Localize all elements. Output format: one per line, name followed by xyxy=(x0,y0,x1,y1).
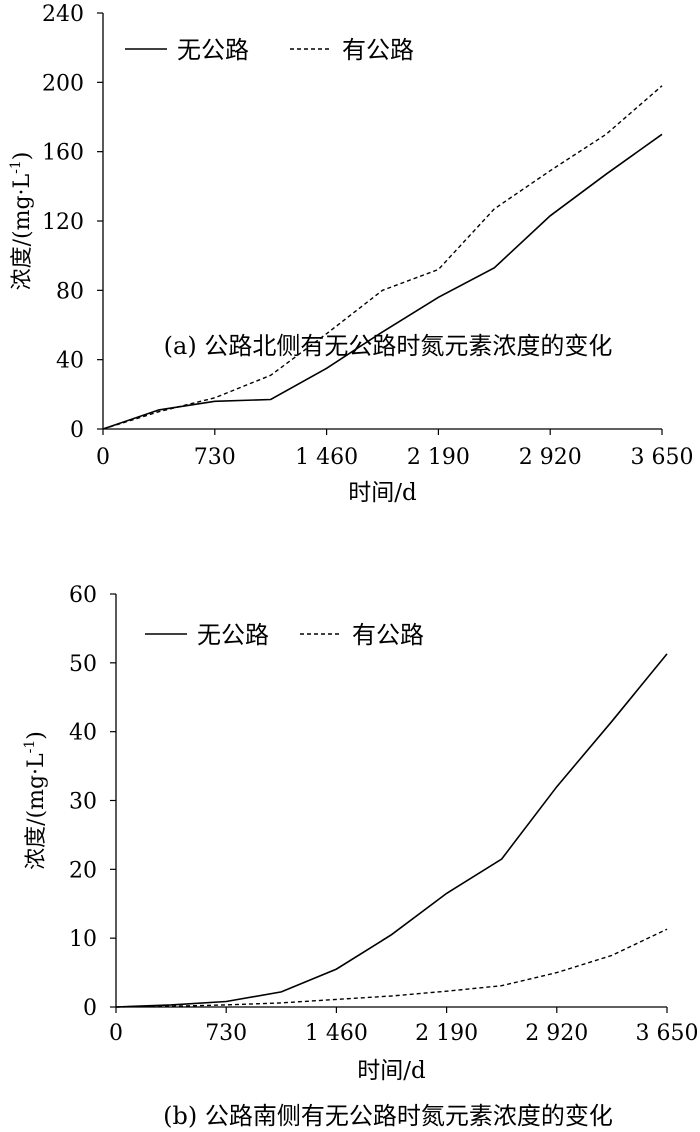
y-axis-title-text: 浓度/(mg·L xyxy=(10,173,35,290)
y-tick-label: 40 xyxy=(56,349,84,374)
y-axis-title-text: 浓度/(mg·L xyxy=(24,753,49,870)
y-axis-title: 浓度/(mg·L-1) xyxy=(22,731,49,870)
x-tick-label: 730 xyxy=(205,1021,247,1046)
x-tick-label: 3 650 xyxy=(631,445,694,470)
x-tick-label: 3 650 xyxy=(636,1021,699,1046)
y-tick-label: 20 xyxy=(69,858,97,883)
y-tick-label: 40 xyxy=(69,721,97,746)
legend-label: 有公路 xyxy=(342,36,414,64)
figure-caption: (a) 公路北侧有无公路时氮元素浓度的变化 xyxy=(164,332,613,360)
x-tick-label: 1 460 xyxy=(295,445,358,470)
series-line-no-road xyxy=(102,133,663,430)
y-tick-label: 160 xyxy=(42,141,84,166)
y-tick-label: 60 xyxy=(69,583,97,608)
y-tick-label: 0 xyxy=(70,418,84,443)
x-axis-title: 时间/d xyxy=(348,480,417,506)
series-line-with-road xyxy=(102,85,663,430)
x-axis-title: 时间/d xyxy=(357,1058,426,1084)
x-tick-label: 2 920 xyxy=(519,445,582,470)
legend-label: 无公路 xyxy=(197,621,269,649)
x-tick-label: 2 190 xyxy=(415,1021,478,1046)
y-tick-label: 80 xyxy=(56,279,84,304)
y-axis-title-close: ) xyxy=(24,731,49,740)
figure-caption: (b) 公路南侧有无公路时氮元素浓度的变化 xyxy=(163,1102,613,1130)
x-tick-label: 1 460 xyxy=(305,1021,368,1046)
y-axis-title-superscript: -1 xyxy=(22,740,38,754)
y-tick-label: 50 xyxy=(69,652,97,677)
y-tick-label: 0 xyxy=(83,996,97,1021)
legend-label: 无公路 xyxy=(177,36,249,64)
series-line-no-road xyxy=(115,653,668,1008)
legend-label: 有公路 xyxy=(352,621,424,649)
x-tick-label: 2 190 xyxy=(407,445,470,470)
x-tick-label: 730 xyxy=(194,445,236,470)
y-tick-label: 30 xyxy=(69,790,97,815)
y-tick-label: 120 xyxy=(42,210,84,235)
chart-panel-a: 0 40 80 120 160 200 240 0 730 1 460 2 190 2 920 3 65… xyxy=(8,2,693,506)
y-axis-title-close: ) xyxy=(10,152,35,161)
chart-panel-b: 0 10 20 30 40 50 60 0 730 1 460 2 190 2 920 3 650 时间/… xyxy=(22,583,698,1130)
x-tick-label: 0 xyxy=(109,1021,123,1046)
y-tick-label: 10 xyxy=(69,927,97,952)
y-axis-title: 浓度/(mg·L-1) xyxy=(8,152,35,291)
x-tick-label: 2 920 xyxy=(525,1021,588,1046)
y-axis-title-superscript: -1 xyxy=(8,160,24,174)
series-line-with-road xyxy=(115,928,668,1008)
y-tick-label: 200 xyxy=(42,71,84,96)
x-tick-label: 0 xyxy=(96,445,110,470)
y-tick-label: 240 xyxy=(42,2,84,27)
